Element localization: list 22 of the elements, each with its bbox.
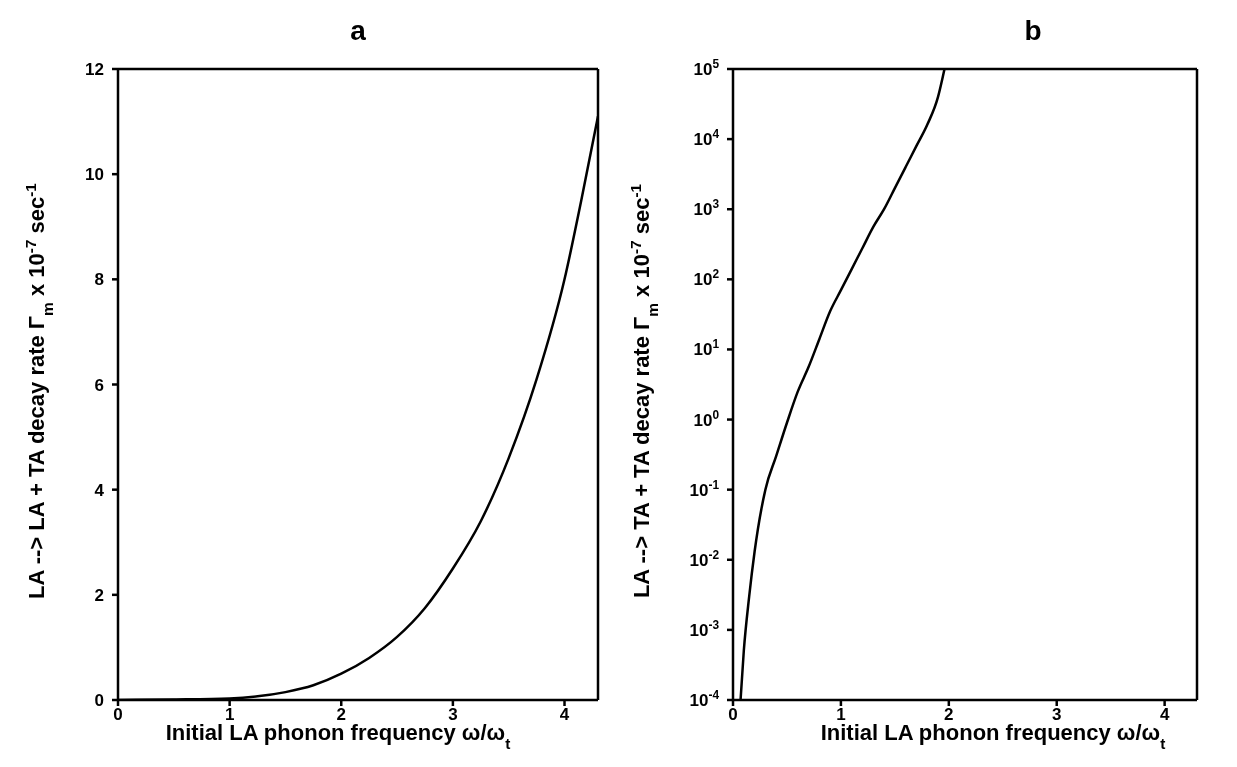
y-tick-label: 10$^{1}$	[693, 337, 720, 360]
y-tick-label: 10	[85, 165, 104, 185]
y-tick-label: 10$^{4}$	[693, 127, 720, 150]
y-tick-label: 10$^{2}$	[693, 267, 720, 290]
x-tick-label: 0	[728, 705, 738, 725]
x-tick-label: 4	[559, 705, 570, 725]
y-tick-label: 10$^{-4}$	[689, 688, 720, 710]
y-tick-label: 2	[94, 585, 104, 605]
y-tick-label: 4	[94, 480, 105, 500]
y-tick-label: 10$^{0}$	[693, 407, 720, 430]
y-tick-label: 10$^{-2}$	[689, 547, 720, 570]
y-tick-label: 12	[85, 60, 104, 79]
y-tick-label: 10$^{5}$	[693, 57, 720, 79]
y-tick-label: 6	[94, 375, 104, 395]
y-tick-label: 8	[94, 270, 104, 290]
y-tick-label: 10$^{-3}$	[689, 617, 720, 640]
chart-title: b	[1024, 15, 1042, 46]
y-tick-label: 0	[94, 691, 104, 710]
chart-title: a	[350, 15, 367, 46]
x-tick-label: 0	[113, 705, 123, 725]
y-tick-label: 10$^{3}$	[693, 197, 720, 220]
y-tick-label: 10$^{-1}$	[689, 477, 720, 500]
